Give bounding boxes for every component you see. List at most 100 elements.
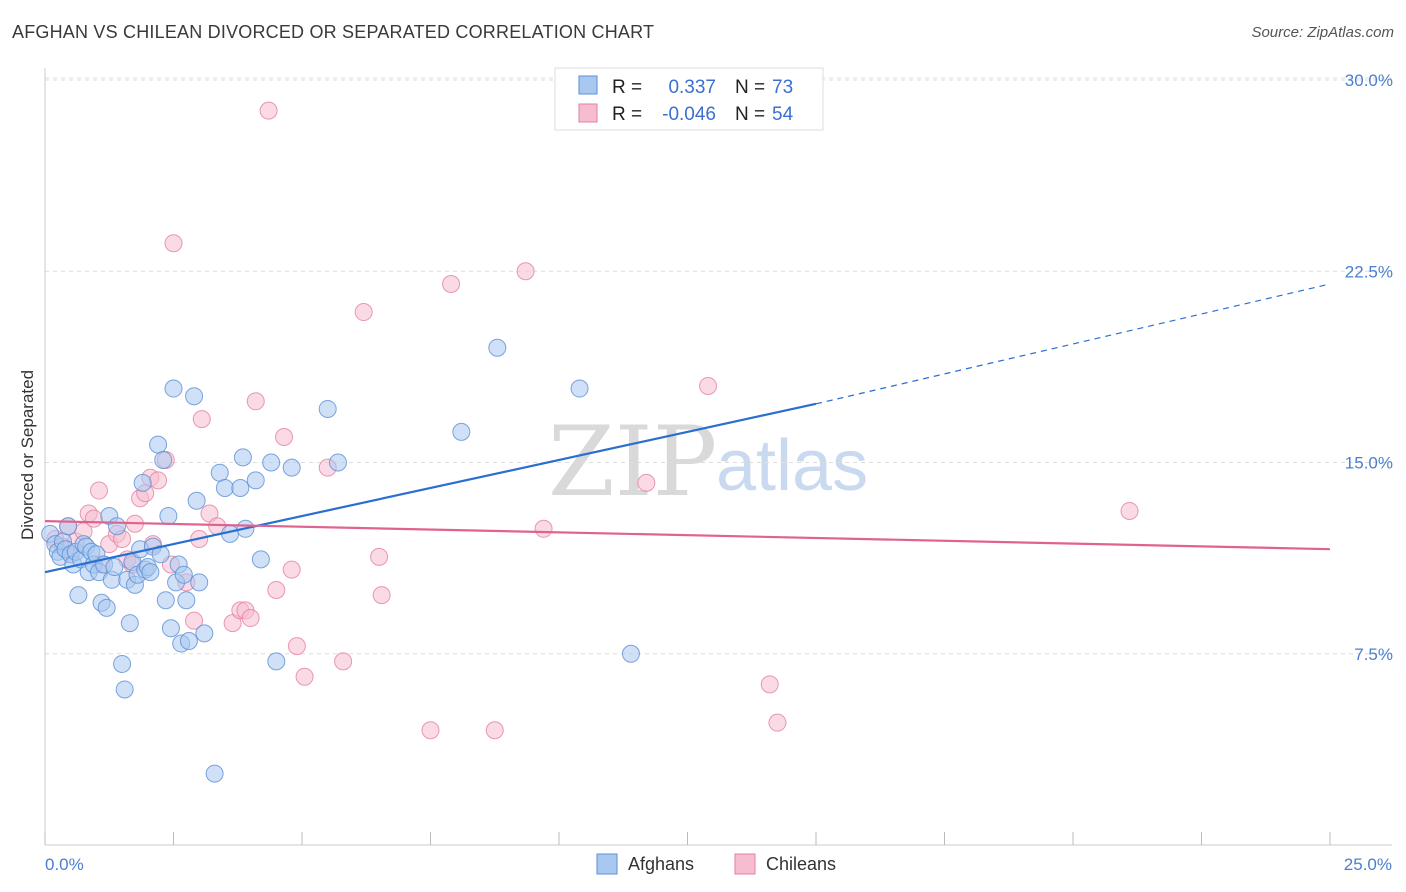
afghans-point[interactable]: [570, 379, 589, 398]
series-legend-label-afghans[interactable]: Afghans: [628, 854, 694, 874]
series-legend-label-chileans[interactable]: Chileans: [766, 854, 836, 874]
y-tick-label: 15.0%: [1345, 454, 1393, 473]
afghans-point[interactable]: [159, 507, 178, 526]
afghans-point[interactable]: [187, 491, 206, 510]
legend-r-label-afghans: R =: [612, 77, 642, 98]
chileans-point[interactable]: [287, 637, 306, 656]
y-tick-label: 22.5%: [1345, 262, 1393, 281]
chileans-point[interactable]: [699, 377, 718, 395]
afghans-point[interactable]: [215, 479, 234, 497]
afghans-point[interactable]: [328, 453, 347, 472]
afghans-point[interactable]: [69, 586, 88, 605]
afghans-point[interactable]: [113, 654, 132, 673]
chileans-point[interactable]: [259, 101, 278, 120]
chileans-point[interactable]: [89, 481, 108, 500]
gridlines: [45, 77, 1392, 655]
afghans-point[interactable]: [105, 558, 124, 577]
afghans-point[interactable]: [174, 565, 193, 584]
afghans-point[interactable]: [120, 614, 139, 633]
afghans-point[interactable]: [133, 473, 152, 492]
x-tick-label-min: 0.0%: [45, 855, 84, 874]
legend-r-value-chileans: -0.046: [662, 104, 716, 125]
chileans-point[interactable]: [246, 392, 265, 411]
afghans-point[interactable]: [488, 338, 507, 357]
afghans-point[interactable]: [233, 448, 252, 467]
chileans-point[interactable]: [282, 560, 301, 579]
afghans-point[interactable]: [251, 550, 270, 569]
chileans-point[interactable]: [334, 652, 353, 671]
afghans-point[interactable]: [156, 591, 175, 610]
x-tick-labels: 0.0% 25.0%: [45, 855, 1392, 874]
legend-swatch-chileans: [578, 103, 598, 123]
afghans-point[interactable]: [318, 399, 337, 418]
afghans-point[interactable]: [164, 379, 183, 398]
afghans-point[interactable]: [195, 624, 214, 643]
afghans-point[interactable]: [107, 517, 126, 536]
series-legend-swatch-chileans[interactable]: [734, 853, 756, 875]
chileans-point[interactable]: [370, 547, 389, 566]
afghans-point[interactable]: [149, 435, 168, 454]
legend-n-value-afghans: 73: [772, 77, 793, 98]
afghans-point[interactable]: [267, 652, 286, 671]
axes: [44, 68, 1392, 846]
chileans-point[interactable]: [421, 721, 440, 740]
afghans-point[interactable]: [154, 450, 173, 469]
chileans-point[interactable]: [275, 428, 294, 446]
chileans-point[interactable]: [84, 509, 103, 528]
legend-swatch-afghans: [578, 75, 598, 95]
trendlines: [44, 283, 1331, 574]
afghans-point[interactable]: [161, 619, 180, 638]
afghans-trendline-extension: [815, 283, 1331, 405]
y-axis-label: Divorced or Separated: [18, 370, 37, 540]
y-tick-label: 30.0%: [1345, 71, 1393, 90]
afghans-point[interactable]: [97, 598, 116, 617]
series-legend-swatch-afghans[interactable]: [596, 853, 618, 875]
afghans-point[interactable]: [190, 573, 209, 592]
afghans-point[interactable]: [185, 387, 204, 406]
chileans-point[interactable]: [241, 609, 260, 628]
chileans-point[interactable]: [295, 667, 314, 686]
series-legend: Afghans Chileans: [596, 853, 836, 875]
chileans-point[interactable]: [267, 581, 286, 599]
legend-n-label-afghans: N =: [735, 77, 765, 98]
afghans-point[interactable]: [621, 644, 640, 663]
afghans-points: [41, 338, 640, 783]
legend-n-value-chileans: 54: [772, 104, 794, 125]
afghans-point[interactable]: [59, 517, 78, 536]
legend-n-label-chileans: N =: [735, 104, 765, 125]
chileans-point[interactable]: [442, 275, 461, 293]
chileans-point[interactable]: [354, 303, 373, 322]
afghans-point[interactable]: [282, 458, 301, 477]
afghans-point[interactable]: [115, 680, 134, 699]
afghans-point[interactable]: [210, 463, 229, 482]
source-label: Source: ZipAtlas.com: [1251, 24, 1394, 41]
stats-legend: R = 0.337 N = 73 R = -0.046 N = 54: [554, 67, 824, 131]
chileans-point[interactable]: [164, 234, 183, 253]
afghans-point[interactable]: [179, 632, 198, 650]
chileans-point[interactable]: [534, 519, 553, 538]
chileans-point[interactable]: [192, 410, 211, 429]
afghans-point[interactable]: [452, 422, 471, 441]
afghans-trendline: [44, 402, 817, 574]
afghans-point[interactable]: [141, 563, 160, 582]
afghans-point[interactable]: [177, 591, 196, 610]
chileans-point[interactable]: [768, 713, 787, 732]
chileans-point[interactable]: [185, 611, 204, 630]
chileans-point[interactable]: [485, 721, 504, 740]
afghans-point[interactable]: [205, 764, 224, 783]
chileans-point[interactable]: [760, 675, 779, 694]
afghans-point[interactable]: [262, 453, 281, 472]
chileans-trendline: [44, 520, 1331, 551]
afghans-point[interactable]: [231, 479, 250, 497]
y-tick-label: 7.5%: [1354, 645, 1393, 664]
chileans-point[interactable]: [637, 473, 656, 492]
x-tick-label-max: 25.0%: [1344, 855, 1392, 874]
chileans-point[interactable]: [149, 471, 168, 490]
afghans-point[interactable]: [246, 471, 265, 490]
x-tick-marks: [44, 832, 1331, 845]
chileans-point[interactable]: [372, 586, 391, 605]
legend-r-label-chileans: R =: [612, 104, 642, 125]
chileans-point[interactable]: [516, 262, 535, 281]
chileans-point[interactable]: [1120, 501, 1139, 520]
